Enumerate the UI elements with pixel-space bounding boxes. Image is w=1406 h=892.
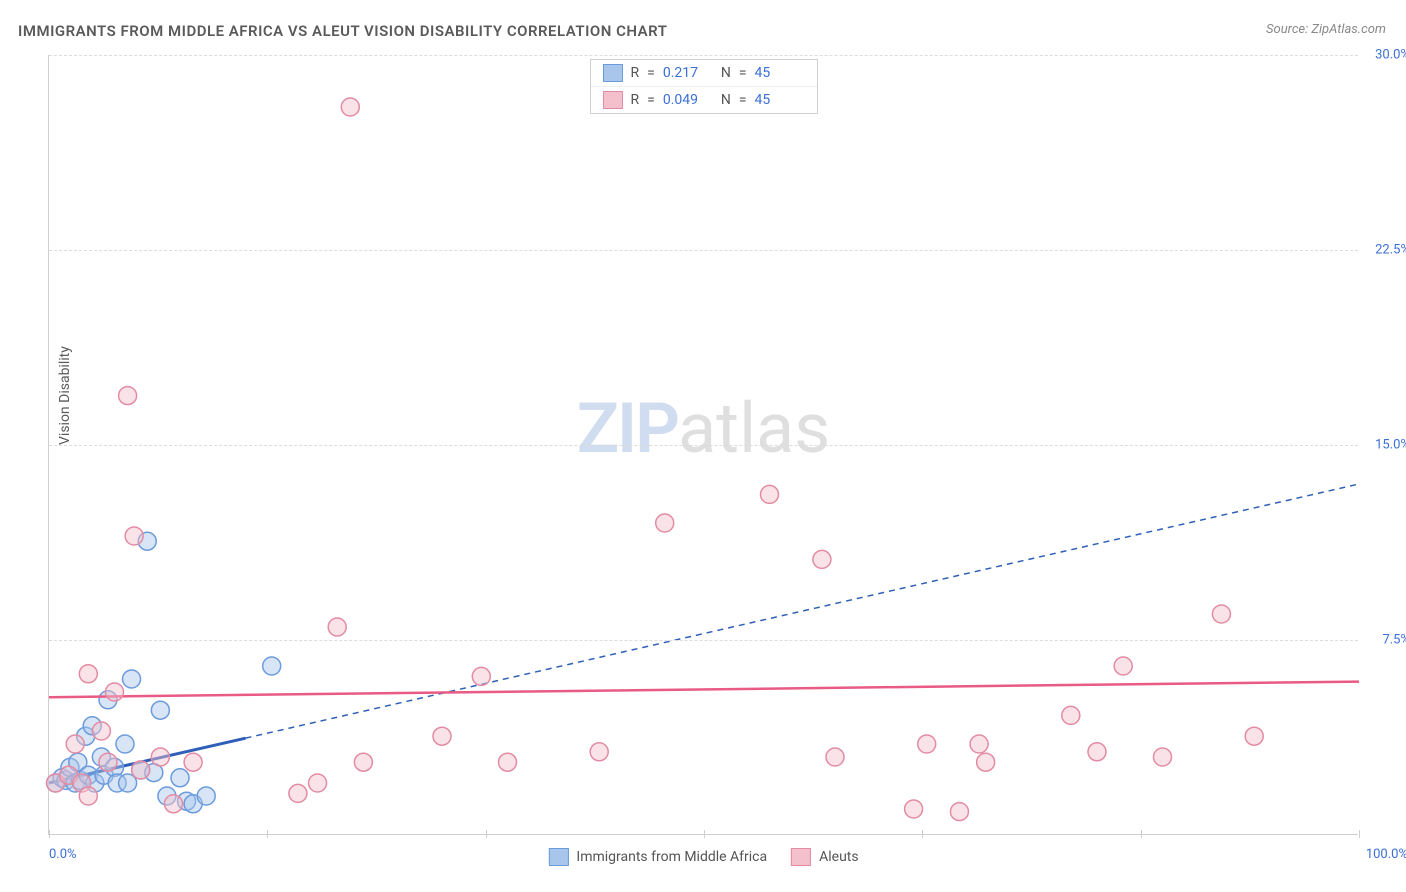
data-point (123, 670, 141, 688)
data-point (132, 761, 150, 779)
data-point (151, 748, 169, 766)
data-point (590, 743, 608, 761)
chart-plot-area: ZIPatlas Vision Disability R = 0.217 N =… (48, 55, 1358, 835)
x-tick (486, 830, 487, 838)
data-point (354, 753, 372, 771)
data-point (970, 735, 988, 753)
data-point (977, 753, 995, 771)
data-point (1088, 743, 1106, 761)
data-point (164, 795, 182, 813)
data-point (79, 787, 97, 805)
data-point (918, 735, 936, 753)
data-point (950, 803, 968, 821)
data-point (184, 753, 202, 771)
data-point (341, 98, 359, 116)
data-point (151, 701, 169, 719)
y-tick-label: 30.0% (1375, 48, 1406, 63)
data-point (1114, 657, 1132, 675)
x-tick-label-max: 100.0% (1366, 847, 1406, 862)
x-tick (267, 830, 268, 838)
data-point (289, 784, 307, 802)
data-point (826, 748, 844, 766)
data-point (761, 485, 779, 503)
data-point (106, 683, 124, 701)
x-tick (704, 830, 705, 838)
x-tick-label-min: 0.0% (49, 847, 77, 862)
y-tick-label: 15.0% (1375, 438, 1406, 453)
series-legend: Immigrants from Middle Africa Aleuts (548, 848, 858, 866)
source-attribution: Source: ZipAtlas.com (1266, 22, 1386, 37)
data-point (813, 550, 831, 568)
data-point (263, 657, 281, 675)
data-point (472, 667, 490, 685)
data-point (119, 387, 137, 405)
data-point (328, 618, 346, 636)
x-tick (1141, 830, 1142, 838)
data-point (116, 735, 134, 753)
data-point (1154, 748, 1172, 766)
chart-title: IMMIGRANTS FROM MIDDLE AFRICA VS ALEUT V… (18, 22, 667, 40)
data-point (92, 722, 110, 740)
gridline-h (49, 250, 1358, 251)
data-point (79, 665, 97, 683)
data-point (1212, 605, 1230, 623)
data-point (499, 753, 517, 771)
y-tick-label: 7.5% (1382, 633, 1406, 648)
data-point (197, 787, 215, 805)
data-point (99, 753, 117, 771)
legend-item-series-0: Immigrants from Middle Africa (548, 848, 767, 866)
gridline-h (49, 640, 1358, 641)
data-point (66, 735, 84, 753)
y-tick-label: 22.5% (1375, 243, 1406, 258)
x-tick (1359, 830, 1360, 838)
data-point (309, 774, 327, 792)
gridline-h (49, 55, 1358, 56)
data-point (656, 514, 674, 532)
gridline-h (49, 445, 1358, 446)
data-point (905, 800, 923, 818)
data-point (171, 769, 189, 787)
data-point (1062, 706, 1080, 724)
legend-item-series-1: Aleuts (791, 848, 858, 866)
data-point (125, 527, 143, 545)
swatch-series-0-b (548, 848, 568, 866)
x-tick (922, 830, 923, 838)
data-point (1245, 727, 1263, 745)
x-tick (49, 830, 50, 838)
swatch-series-1-b (791, 848, 811, 866)
data-point (433, 727, 451, 745)
